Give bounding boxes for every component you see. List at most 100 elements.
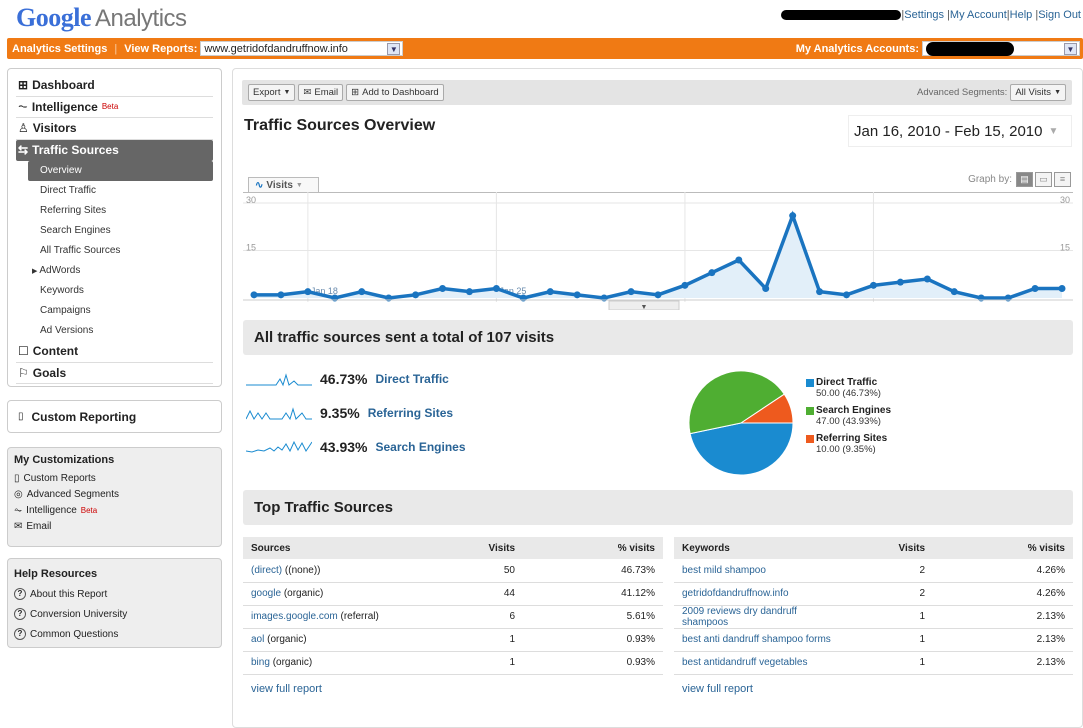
data-point[interactable] bbox=[1031, 285, 1039, 292]
data-point[interactable] bbox=[681, 281, 689, 289]
data-point[interactable] bbox=[950, 288, 958, 296]
google-analytics-logo[interactable]: Google Analytics bbox=[16, 3, 187, 32]
data-point[interactable] bbox=[304, 288, 312, 296]
source-link[interactable]: aol bbox=[251, 634, 265, 645]
about-report-link[interactable]: ? About this Report bbox=[14, 584, 215, 604]
data-point[interactable] bbox=[843, 291, 851, 299]
sidebar-sub-keywords[interactable]: Keywords bbox=[40, 285, 84, 296]
data-point[interactable] bbox=[923, 275, 931, 283]
sidebar-item-traffic-sources[interactable]: ⇆ Traffic Sources bbox=[16, 139, 213, 161]
accounts-select[interactable]: ▼ bbox=[922, 41, 1080, 56]
help-title: Help Resources bbox=[14, 568, 98, 580]
email-button[interactable]: ✉ Email bbox=[298, 84, 344, 101]
source-link[interactable]: (direct) bbox=[251, 564, 283, 576]
sidebar-item-visitors[interactable]: ♙ Visitors bbox=[16, 118, 213, 140]
table-row: best anti dandruff shampoo forms 1 2.13% bbox=[674, 628, 1073, 652]
data-point[interactable] bbox=[735, 256, 743, 264]
x-tick-label: Jan 18 bbox=[311, 286, 338, 296]
data-point[interactable] bbox=[439, 285, 447, 292]
traffic-icon: ⇆ bbox=[18, 143, 29, 158]
sign-out-link[interactable]: Sign Out bbox=[1038, 9, 1081, 21]
data-point[interactable] bbox=[654, 291, 662, 299]
custom-reports-link[interactable]: ▯ Custom Reports bbox=[14, 472, 96, 484]
data-point[interactable] bbox=[1058, 285, 1066, 292]
my-account-link[interactable]: My Account bbox=[949, 9, 1007, 21]
data-point[interactable] bbox=[412, 291, 420, 299]
graph-by-month-button[interactable]: ≡ bbox=[1054, 172, 1071, 187]
top-sources-header: Top Traffic Sources bbox=[243, 490, 1073, 525]
summary-header: All traffic sources sent a total of 107 … bbox=[243, 320, 1073, 355]
help-link[interactable]: Help bbox=[1009, 9, 1033, 21]
chart-collapse-handle[interactable] bbox=[608, 300, 680, 310]
email-link[interactable]: ✉ Email bbox=[14, 520, 52, 532]
source-medium: (organic) bbox=[267, 634, 307, 645]
intelligence-link[interactable]: ⏦ Intelligence Beta bbox=[14, 504, 98, 516]
sidebar-item-intelligence[interactable]: ⏦ Intelligence Beta bbox=[16, 97, 213, 118]
sidebar-sub-campaigns[interactable]: Campaigns bbox=[40, 305, 91, 316]
referring-sites-link[interactable]: Referring Sites bbox=[367, 406, 454, 420]
data-point[interactable] bbox=[546, 288, 554, 296]
source-link[interactable]: google bbox=[251, 588, 282, 599]
sidebar-item-dashboard[interactable]: ⊞ Dashboard bbox=[16, 75, 213, 97]
export-button[interactable]: Export ▼ bbox=[248, 84, 296, 101]
keyword-link[interactable]: best anti dandruff shampoo forms bbox=[682, 634, 831, 645]
sidebar-item-content[interactable]: ☐ Content bbox=[16, 341, 213, 363]
sidebar-sub-overview[interactable]: Overview bbox=[28, 161, 213, 181]
expand-arrow-icon: ▶ bbox=[32, 268, 38, 275]
segments-select[interactable]: All Visits ▼ bbox=[1010, 84, 1066, 101]
sidebar-sub-adwords[interactable]: ▶ AdWords bbox=[32, 265, 81, 276]
data-point[interactable] bbox=[250, 291, 258, 299]
data-point[interactable] bbox=[358, 288, 366, 296]
source-link[interactable]: bing bbox=[251, 657, 270, 668]
sidebar-sub-ad-versions[interactable]: Ad Versions bbox=[40, 325, 94, 336]
data-point[interactable] bbox=[869, 281, 877, 289]
data-point[interactable] bbox=[816, 288, 824, 296]
data-point[interactable] bbox=[492, 285, 500, 292]
data-point[interactable] bbox=[277, 291, 285, 299]
data-point[interactable] bbox=[465, 288, 473, 296]
pie-slice[interactable] bbox=[688, 370, 785, 435]
sources-view-full-report-link[interactable]: view full report bbox=[251, 683, 322, 695]
sidebar-item-goals[interactable]: ⚐ Goals bbox=[16, 363, 213, 384]
help-resources-panel: Help Resources ? About this Report ? Conve… bbox=[7, 558, 222, 648]
pie-slice[interactable] bbox=[739, 393, 794, 424]
direct-traffic-link[interactable]: Direct Traffic bbox=[375, 372, 449, 386]
search-engines-link[interactable]: Search Engines bbox=[375, 440, 466, 454]
visits-cell: 2 bbox=[919, 588, 925, 599]
conversion-university-link[interactable]: ? Conversion University bbox=[14, 604, 215, 624]
data-point[interactable] bbox=[896, 278, 904, 286]
custom-reporting-link[interactable]: ▯ Custom Reporting bbox=[7, 400, 222, 433]
source-link[interactable]: images.google.com bbox=[251, 611, 338, 622]
report-icon: ▯ bbox=[14, 472, 20, 484]
sidebar-sub-direct-traffic[interactable]: Direct Traffic bbox=[40, 185, 96, 196]
pie-slice[interactable] bbox=[689, 422, 794, 476]
keyword-link[interactable]: best mild shampoo bbox=[682, 564, 766, 576]
data-point[interactable] bbox=[708, 269, 716, 277]
tab-visits[interactable]: ∿ Visits ▼ bbox=[248, 177, 319, 193]
sidebar-sub-referring-sites[interactable]: Referring Sites bbox=[40, 205, 107, 216]
data-point[interactable] bbox=[573, 291, 581, 299]
keyword-link[interactable]: best antidandruff vegetables bbox=[682, 657, 808, 668]
graph-by-week-button[interactable]: ▭ bbox=[1035, 172, 1052, 187]
data-point[interactable] bbox=[627, 288, 635, 296]
view-reports-select[interactable]: www.getridofdandruffnow.info ▼ bbox=[200, 41, 404, 56]
sidebar-sub-search-engines[interactable]: Search Engines bbox=[40, 225, 111, 236]
common-questions-link[interactable]: ? Common Questions bbox=[14, 624, 215, 644]
keyword-link[interactable]: 2009 reviews dry dandruff shampoos bbox=[682, 605, 797, 628]
data-point[interactable] bbox=[762, 285, 770, 292]
y-tick-label: 15 bbox=[1060, 243, 1070, 253]
keyword-link[interactable]: getridofdandruffnow.info bbox=[682, 588, 789, 599]
help-icon: ? bbox=[14, 608, 26, 620]
graph-by-day-button[interactable]: ▤ bbox=[1016, 172, 1033, 187]
table-row: best mild shampoo 2 4.26% bbox=[674, 559, 1073, 583]
data-point[interactable] bbox=[789, 212, 797, 220]
envelope-icon: ✉ bbox=[303, 87, 312, 98]
advanced-segments-link[interactable]: ◎ Advanced Segments bbox=[14, 488, 120, 500]
date-range-picker[interactable]: Jan 16, 2010 - Feb 15, 2010 ▼ bbox=[848, 115, 1072, 147]
visits-cell: 2 bbox=[919, 564, 925, 576]
sidebar-sub-all-traffic-sources[interactable]: All Traffic Sources bbox=[40, 245, 121, 256]
keywords-view-full-report-link[interactable]: view full report bbox=[682, 683, 753, 695]
settings-link[interactable]: Settings bbox=[904, 9, 944, 21]
analytics-settings-link[interactable]: Analytics Settings bbox=[12, 42, 108, 55]
add-to-dashboard-button[interactable]: ⊞ Add to Dashboard bbox=[346, 84, 444, 101]
